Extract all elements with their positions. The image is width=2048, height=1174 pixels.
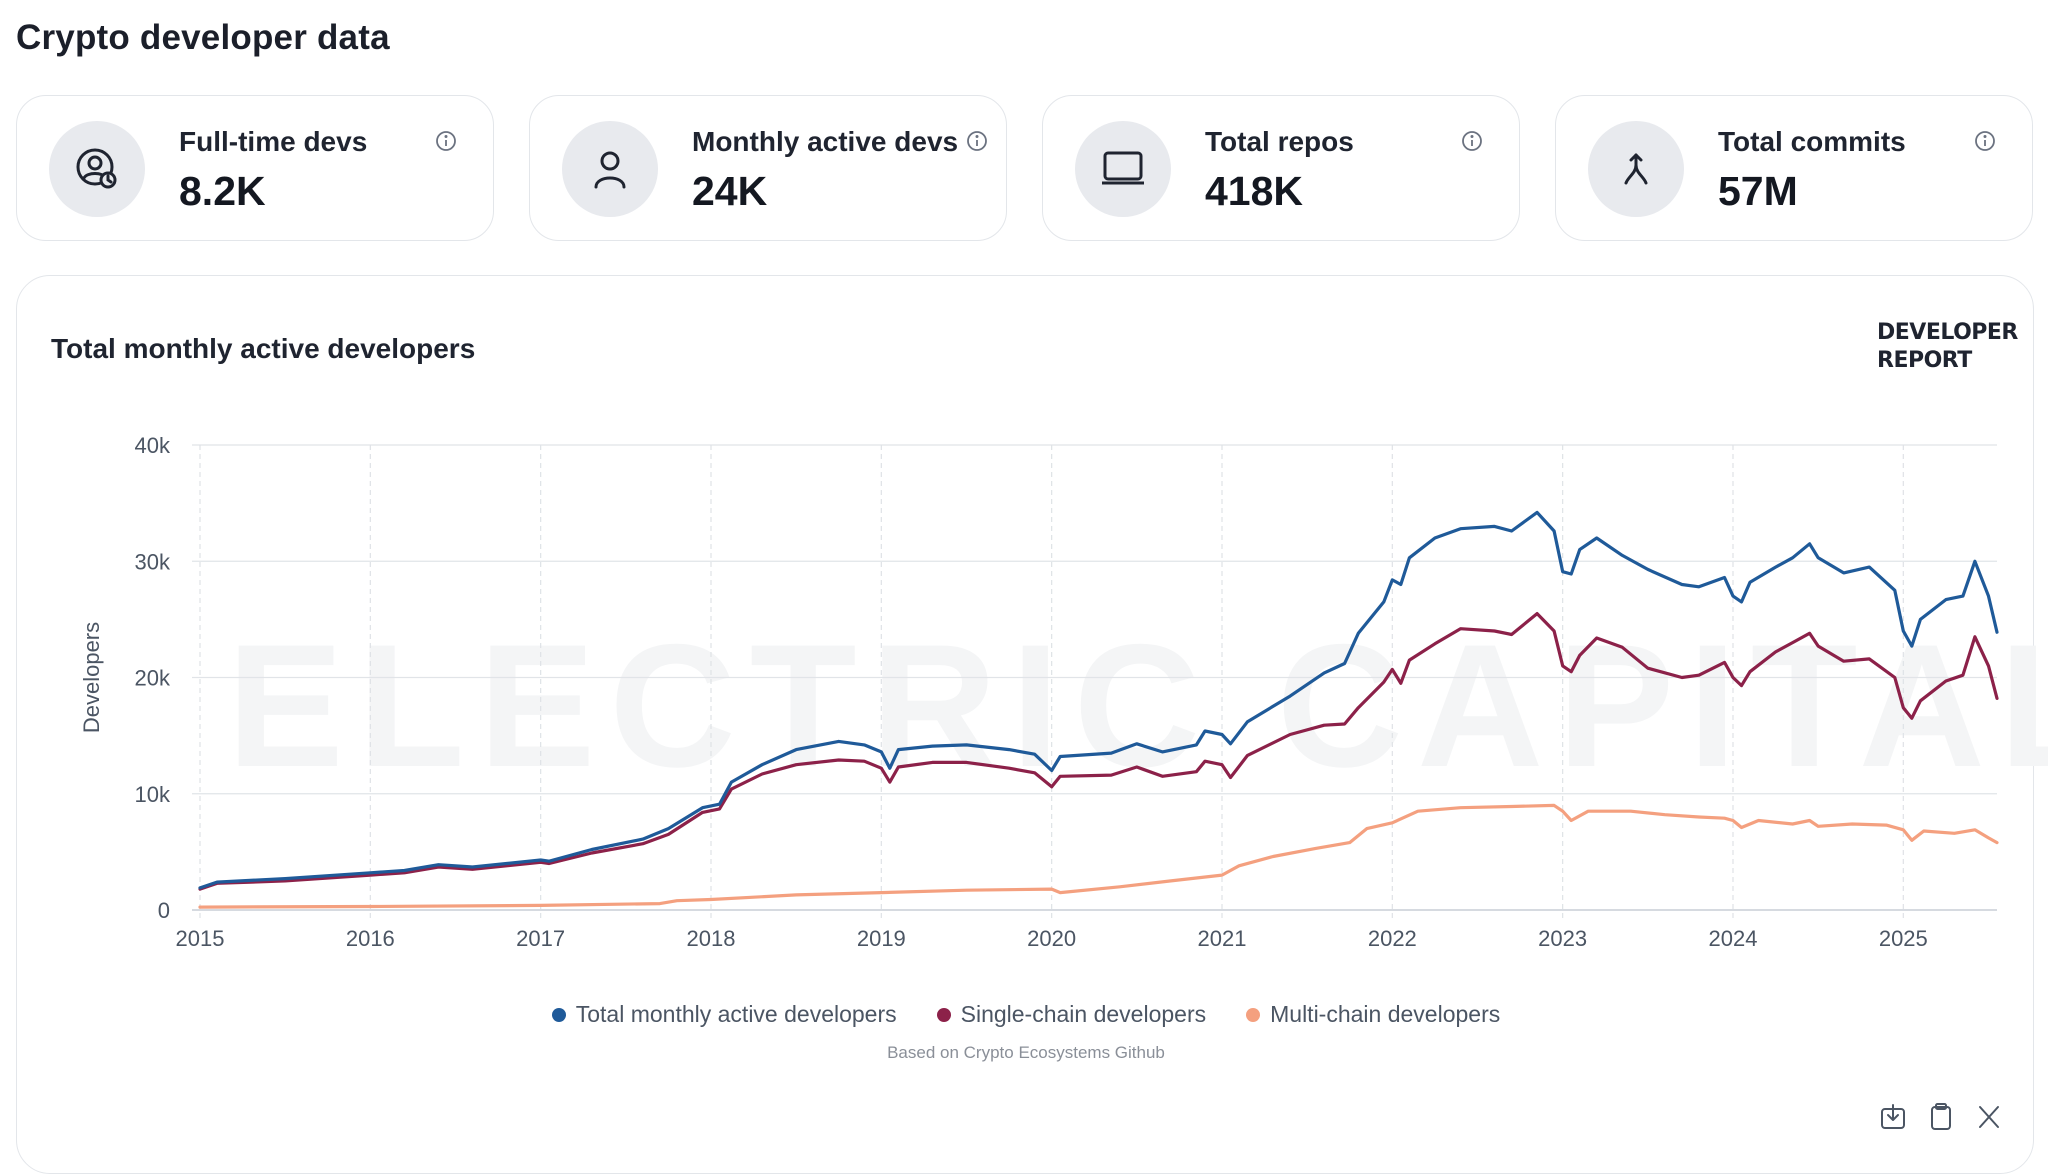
- clipboard-icon[interactable]: [1925, 1101, 1957, 1133]
- stat-label: Total repos: [1205, 126, 1354, 157]
- y-tick-label: 0: [158, 898, 170, 923]
- stat-card-total-repos: Total repos 418K: [1042, 95, 1520, 241]
- y-tick-label: 30k: [135, 549, 171, 574]
- y-axis-title: Developers: [79, 622, 104, 733]
- user-icon: [562, 121, 658, 217]
- stat-value: 24K: [692, 168, 768, 214]
- x-share-icon[interactable]: [1973, 1101, 2005, 1133]
- series-line-single-chain-developers[interactable]: [198, 612, 1999, 891]
- chart-title: Total monthly active developers: [51, 333, 476, 364]
- page-title: Crypto developer data: [16, 18, 390, 57]
- user-clock-icon: [49, 121, 145, 217]
- stat-card-full-time-devs: Full-time devs 8.2K: [16, 95, 494, 241]
- stat-value: 57M: [1718, 168, 1798, 214]
- merge-icon: [1588, 121, 1684, 217]
- y-tick-label: 40k: [135, 433, 171, 458]
- stat-label: Monthly active devs: [692, 126, 959, 157]
- x-tick-label: 2015: [176, 926, 225, 951]
- x-tick-label: 2017: [516, 926, 565, 951]
- x-tick-label: 2019: [857, 926, 906, 951]
- legend-dot: [936, 1007, 951, 1022]
- y-tick-label: 10k: [135, 782, 171, 807]
- stat-label: Full-time devs: [179, 126, 368, 157]
- line-chart: 0 10k 20k 30k 40k 2015 2016 2017 2018 2019 2020 202…: [79, 433, 1999, 951]
- x-tick-label: 2018: [687, 926, 736, 951]
- x-tick-label: 2023: [1538, 926, 1587, 951]
- series-line-multi-chain-developers[interactable]: [198, 803, 1999, 909]
- laptop-icon: [1075, 121, 1171, 217]
- x-tick-label: 2016: [346, 926, 395, 951]
- y-tick-label: 20k: [135, 666, 171, 691]
- stat-value: 418K: [1205, 168, 1304, 214]
- x-tick-label: 2020: [1027, 926, 1076, 951]
- developer-report-badge[interactable]: DEVELOPER REPORT: [1877, 320, 2018, 373]
- x-tick-label: 2022: [1368, 926, 1417, 951]
- chart-legend: Total monthly active developers Single-c…: [17, 1001, 2035, 1028]
- stat-card-monthly-active-devs: Monthly active devs 24K: [529, 95, 1007, 241]
- x-tick-label: 2024: [1709, 926, 1758, 951]
- legend-label: Single-chain developers: [960, 1001, 1207, 1027]
- legend-item-total[interactable]: Total monthly active developers: [551, 1001, 897, 1028]
- stat-value: 8.2K: [179, 168, 266, 214]
- x-tick-label: 2025: [1879, 926, 1928, 951]
- legend-label: Multi-chain developers: [1270, 1001, 1501, 1027]
- stat-card-total-commits: Total commits 57M: [1555, 95, 2033, 241]
- legend-item-multi-chain[interactable]: Multi-chain developers: [1246, 1001, 1500, 1028]
- series-line-total-monthly-active-developers[interactable]: [198, 510, 1999, 890]
- legend-item-single-chain[interactable]: Single-chain developers: [936, 1001, 1207, 1028]
- info-icon[interactable]: [966, 130, 988, 152]
- legend-dot: [551, 1007, 566, 1022]
- chart-card: Total monthly active developers DEVELOPE…: [16, 275, 2048, 1174]
- stat-label: Total commits: [1718, 126, 1906, 157]
- x-tick-label: 2021: [1198, 926, 1247, 951]
- source-note: Based on Crypto Ecosystems Github: [887, 1043, 1165, 1062]
- info-icon[interactable]: [1461, 130, 1483, 152]
- info-icon[interactable]: [435, 130, 457, 152]
- info-icon[interactable]: [1974, 130, 1996, 152]
- download-icon[interactable]: [1877, 1101, 1909, 1133]
- watermark: ELECTRIC CAPITAL: [227, 609, 2048, 804]
- legend-label: Total monthly active developers: [575, 1001, 897, 1027]
- legend-dot: [1246, 1007, 1261, 1022]
